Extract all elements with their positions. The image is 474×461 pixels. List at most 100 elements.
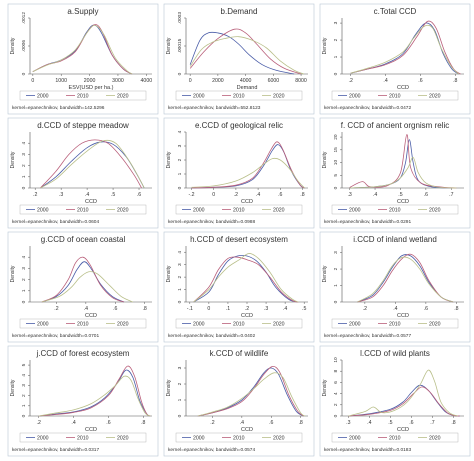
kernel-note: kernel=epanechnikov, bandwidth=0.0604 [12,219,99,225]
x-axis-label: CCD [397,427,409,433]
panel: f. CCD of ancient orgnism relic Density 0 5… [319,117,471,229]
series-line-2020 [38,375,151,417]
kernel-note: kernel=epanechnikov, bandwidth=0.0574 [168,447,255,453]
series-line-2010 [41,256,125,303]
x-tick-label: 6000 [268,78,280,84]
legend-label-2020: 2020 [117,322,129,328]
kernel-note: kernel=epanechnikov, bandwidth=0.0291 [324,219,411,225]
x-tick-label: .4 [84,306,88,312]
y-tick-label: 3 [21,384,27,387]
x-axis-label: CCD [241,313,253,319]
x-tick-label: .1 [226,306,230,312]
x-tick-label: .3 [264,306,268,312]
y-axis-label: Density [10,379,16,396]
y-tick-label: 4 [21,374,27,377]
x-axis-label: CCD [397,313,409,319]
legend-box [19,204,147,215]
y-tick-label: 4 [21,256,27,259]
legend-label-2000: 2000 [37,436,49,442]
legend: 2000 2010 2020 [175,204,303,215]
legend-label-2020: 2020 [273,436,285,442]
x-tick-label: .8 [454,306,458,312]
x-tick-label: 0 [212,192,215,198]
y-tick-label: 2 [177,158,183,161]
series-line-2000 [197,367,304,417]
y-tick-label: 2 [21,164,27,167]
panel: h.CCD of desert ecosystem Density 0 1 2 3 4 -.1… [163,231,315,343]
legend: 2000 2010 2020 [175,432,303,443]
legend: 2000 2010 2020 [19,318,147,329]
x-tick-label: 1000 [55,78,67,84]
legend: 2000 2010 2020 [331,318,459,329]
legend-label-2000: 2000 [193,208,205,214]
x-axis-label: CCD [397,199,409,205]
y-tick-label: 3 [177,144,183,147]
y-tick-label: 3 [21,153,27,156]
legend-label-2010: 2010 [77,208,89,214]
legend-label-2000: 2000 [193,94,205,100]
series-line-2020 [41,271,134,303]
series-line-2020 [32,24,133,75]
y-tick-label: .0012 [21,12,27,24]
legend-label-2000: 2000 [349,94,361,100]
legend-box [19,90,147,101]
legend: 2000 2010 2020 [331,204,459,215]
x-tick-label: .6 [409,420,413,426]
legend-label-2000: 2000 [37,94,49,100]
series-line-2020 [189,36,304,75]
legend: 2000 2010 2020 [331,432,459,443]
x-tick-label: .3 [346,420,350,426]
x-tick-label: .4 [71,420,75,426]
series-line-2020 [197,372,306,417]
y-tick-label: 0 [21,414,27,417]
y-tick-label: 2 [333,403,339,406]
legend-label-2020: 2020 [273,208,285,214]
x-tick-label: .4 [367,420,371,426]
y-axis-label: Density [322,379,328,396]
x-axis-label: CCD [241,199,253,205]
x-tick-label: .4 [393,306,397,312]
y-tick-label: 0 [21,186,27,189]
y-tick-label: 10 [333,160,339,166]
legend: 2000 2010 2020 [331,90,459,101]
x-tick-label: .2 [234,192,238,198]
y-tick-label: 2 [333,38,339,41]
legend-label-2000: 2000 [349,208,361,214]
panel-title: f. CCD of ancient orgnism relic [341,121,449,130]
y-tick-label: 4 [21,142,27,145]
x-axis-label: CCD [85,313,97,319]
y-axis-label: Density [10,37,16,54]
x-tick-label: -.1 [187,306,193,312]
legend-label-2000: 2000 [349,436,361,442]
legend-label-2010: 2010 [77,94,89,100]
y-tick-label: 1 [333,55,339,58]
panel-title: g.CCD of ocean coastal [41,235,126,244]
legend-label-2020: 2020 [273,94,285,100]
y-tick-label: 3 [333,21,339,24]
legend-label-2000: 2000 [193,322,205,328]
legend-label-2000: 2000 [37,208,49,214]
legend-label-2020: 2020 [273,322,285,328]
legend-box [331,318,459,329]
legend-label-2000: 2000 [349,322,361,328]
legend-label-2010: 2010 [77,322,89,328]
panel: d.CCD of steppe meadow Density 0 1 2 3 4 .2 .3 .4… [7,117,159,229]
x-tick-label: .4 [283,306,287,312]
x-tick-label: .4 [373,192,377,198]
y-tick-label: .0003 [177,12,183,24]
y-tick-label: 1 [177,398,183,401]
series-line-2020 [357,256,454,303]
x-tick-label: .8 [142,306,146,312]
legend-label-2010: 2010 [389,322,401,328]
y-axis-label: Density [166,265,172,282]
kernel-note: kernel=epanechnikov, bandwidth=0.0183 [324,447,411,453]
x-tick-label: .2 [349,78,353,84]
panel-title: a.Supply [67,7,98,16]
y-tick-label: 1 [333,284,339,287]
legend-box [331,432,459,443]
x-tick-label: .5 [398,192,402,198]
legend: 2000 2010 2020 [19,204,147,215]
panel-title: e.CCD of geological relic [195,121,283,130]
legend-label-2020: 2020 [429,436,441,442]
y-tick-label: 1 [177,288,183,291]
